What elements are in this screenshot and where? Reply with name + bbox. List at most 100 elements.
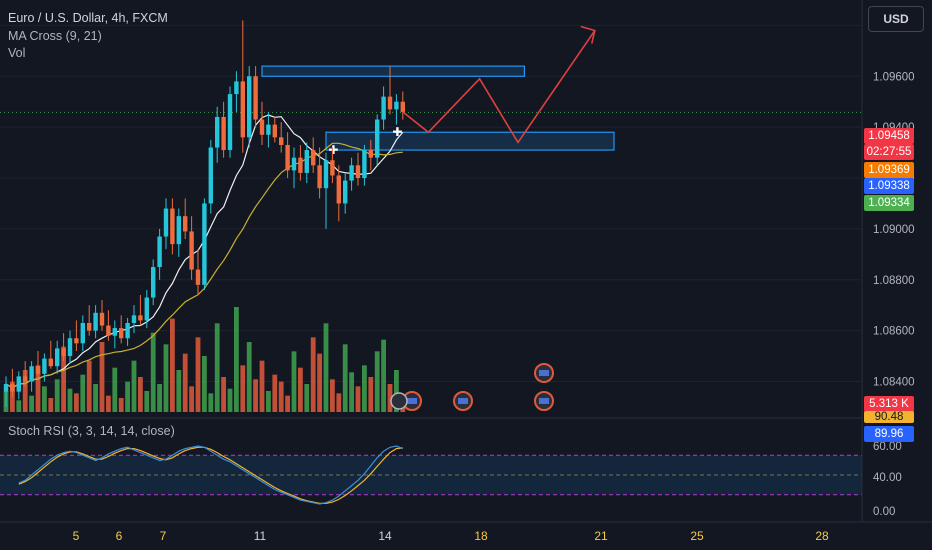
candlesticks [3,20,405,407]
candle-body [157,236,162,268]
candle-body [42,358,47,374]
volume-bar [144,391,150,412]
time-tick-label: 21 [594,529,608,543]
lightning-event-icon [390,392,408,410]
ma-cross-marker: ✚ [392,125,402,139]
volume-bar [336,393,342,412]
currency-button[interactable]: USD [868,6,924,32]
volume-bar [234,307,239,412]
volume-bar [54,379,60,412]
candle-body [259,119,265,135]
candle-body [29,366,34,382]
candle-body [349,165,354,181]
us-flag-icon [458,398,468,404]
volume-bar [42,386,47,412]
candle-body [266,124,271,135]
symbol-title[interactable]: Euro / U.S. Dollar, 4h, FXCM [8,11,168,25]
us-flag-icon [539,370,549,376]
volume-bar [240,365,246,412]
support-resistance-zones[interactable] [261,65,615,151]
candle-body [330,160,335,176]
volume-bar [86,360,92,412]
candle-body [183,216,188,232]
volume-bar [259,360,265,412]
volume-bar [214,323,220,412]
candle-body [144,297,149,321]
candle-body [375,119,380,158]
candle-body [368,150,373,158]
stoch-rsi-pane [0,417,862,505]
ma-fast-badge: 1.09369 [864,162,914,178]
candle-body [112,328,117,336]
price-tick-label: 1.08400 [873,376,915,388]
support-zone [325,131,615,151]
volume-bar [106,395,111,412]
volume-legend[interactable]: Vol [8,46,26,60]
last-price-badge: 1.09458 [864,128,914,144]
volume-bar [291,351,297,412]
candle-body [170,208,175,245]
volume-bar [61,346,66,412]
us-flag-icon [407,398,417,404]
economic-events[interactable] [390,363,554,411]
candle-body [215,116,220,148]
price-projection[interactable] [402,25,596,144]
volume-bar [394,370,399,412]
volume-bar [355,386,361,412]
candle-body [195,269,201,285]
time-tick-label: 11 [254,529,267,543]
price-tick-label: 1.09600 [873,71,915,83]
volume-bar [189,386,194,412]
volume-bar [374,351,380,412]
ma-slow-badge: 1.09338 [864,178,914,194]
projection-arrowhead [580,25,596,44]
candle-body [80,322,85,344]
candle-body [311,150,316,166]
volume-bar [317,353,322,412]
time-tick-label: 28 [815,529,829,543]
ma-cross-legend[interactable]: MA Cross (9, 21) [8,29,102,43]
stoch-k-badge: 90.48 [864,411,914,423]
volume-bar [298,367,303,412]
volume-bar [227,388,233,412]
volume-bar [93,384,98,412]
candle-body [3,384,9,392]
volume-bar [29,395,34,412]
stoch-tick-label: 40.00 [873,472,902,484]
volume-bar [330,379,335,412]
volume-bar [22,370,28,412]
candle-body [23,376,28,382]
volume-bar [368,377,374,412]
volume-bar [74,393,79,412]
resistance-zone [261,65,525,77]
candle-body [291,157,297,171]
stoch-d-line [18,446,403,504]
volume-badge: 5.313 K [864,396,914,412]
volume-bar [278,381,284,412]
volume-bar [176,370,182,412]
candle-body [343,180,348,204]
stoch-tick-label: 60.00 [873,441,902,453]
volume-bar [253,379,258,412]
price-tick-label: 1.09000 [873,224,915,236]
stoch-rsi-legend[interactable]: Stoch RSI (3, 3, 14, 14, close) [8,424,175,438]
volume-bar [195,337,201,412]
volume-bar [310,337,316,412]
volume-bar [163,344,169,412]
candle-body [138,315,143,321]
volume-bar [202,356,207,412]
candle-body [285,144,290,171]
candle-body [125,322,130,339]
price-tick-label: 1.08600 [873,326,915,338]
volume-bar [10,381,15,412]
volume-bar [118,398,124,412]
stoch-k-line [18,445,404,505]
volume-bar [182,353,188,412]
candle-body [106,325,111,336]
volume-bar [246,342,252,412]
candle-body [163,208,169,237]
candle-body [317,165,322,189]
volume-bar [323,323,329,412]
volume-bar [304,384,310,412]
